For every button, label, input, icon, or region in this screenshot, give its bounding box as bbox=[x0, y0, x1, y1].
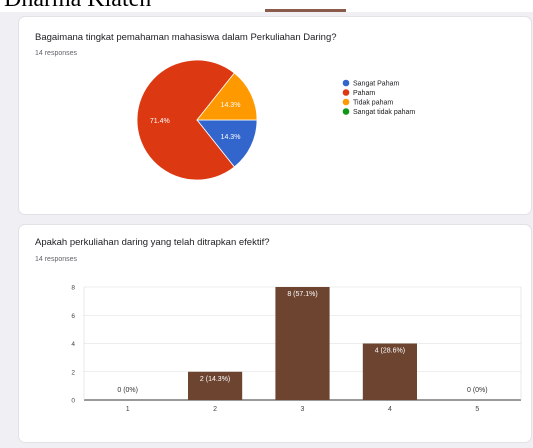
legend-item-label: Paham bbox=[353, 90, 375, 97]
x-tick-label: 5 bbox=[475, 406, 479, 413]
legend-item-label: Sangat tidak paham bbox=[353, 109, 415, 116]
x-tick-label: 1 bbox=[126, 406, 130, 413]
y-tick-label: 6 bbox=[71, 313, 75, 320]
bar-question-card: Apakah perkuliahan daring yang telah dit… bbox=[19, 225, 531, 442]
pie-slice-sangat-paham bbox=[196, 119, 258, 168]
legend-item-label: Sangat Paham bbox=[353, 81, 399, 88]
page-title: Dharma Klaten bbox=[4, 0, 151, 13]
legend-marker bbox=[342, 89, 350, 96]
pie-slice-label: 71.4% bbox=[150, 118, 170, 125]
header-strip bbox=[0, 0, 533, 12]
y-tick-label: 4 bbox=[71, 341, 75, 348]
y-tick-label: 2 bbox=[71, 369, 75, 376]
pie-question-card: Bagaimana tingkat pemahaman mahasiswa da… bbox=[19, 17, 531, 214]
pie-slice-label: 14.3% bbox=[221, 102, 241, 109]
bar-value-label: 8 (57.1%) bbox=[287, 291, 317, 298]
responses-count: 14 responses bbox=[35, 50, 78, 57]
bar-value-label: 0 (0%) bbox=[117, 387, 138, 394]
pie-slice-label: 14.3% bbox=[221, 134, 241, 141]
legend-marker bbox=[342, 79, 350, 87]
bar-chart: 0 2 4 6 8 0 (0%) 1 2 (14.3%) 2 8 (57.1%) 3 4 (28.6%… bbox=[71, 285, 522, 413]
question-title: Bagaimana tingkat pemahaman mahasiswa da… bbox=[35, 32, 337, 43]
bar-4 bbox=[362, 343, 417, 400]
bar-3 bbox=[275, 287, 330, 400]
legend-marker bbox=[342, 108, 350, 115]
header-accent-line bbox=[265, 9, 346, 12]
pie-slice-tidak-paham bbox=[196, 72, 258, 121]
question-title: Apakah perkuliahan daring yang telah dit… bbox=[35, 237, 270, 248]
bar-value-label: 0 (0%) bbox=[467, 387, 488, 394]
y-tick-label: 0 bbox=[71, 398, 75, 405]
legend-item-label: Tidak paham bbox=[353, 100, 393, 107]
pie-chart: 14.3% 71.4% 14.3% Sangat Paham Paham Tidak pa… bbox=[136, 59, 415, 181]
x-tick-label: 4 bbox=[388, 406, 392, 413]
bar-value-label: 4 (28.6%) bbox=[375, 348, 405, 355]
bar-value-label: 2 (14.3%) bbox=[200, 376, 230, 383]
pie-slice-paham bbox=[136, 59, 235, 181]
legend-marker bbox=[342, 98, 350, 106]
x-tick-label: 2 bbox=[213, 406, 217, 413]
x-tick-label: 3 bbox=[301, 406, 305, 413]
bar-2 bbox=[188, 371, 243, 400]
responses-count: 14 responses bbox=[35, 256, 78, 263]
y-tick-label: 8 bbox=[71, 285, 75, 292]
